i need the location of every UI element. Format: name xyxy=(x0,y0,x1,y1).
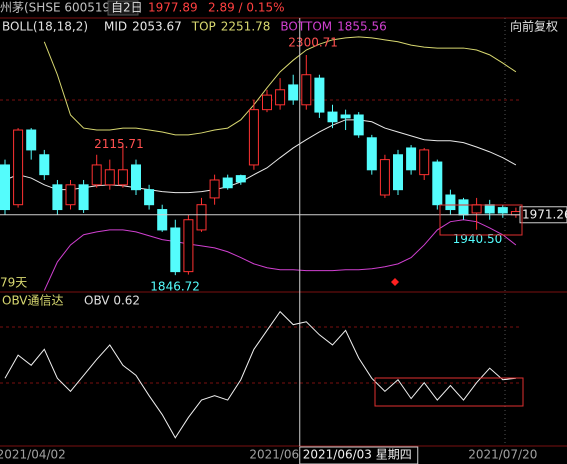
candle-body xyxy=(78,184,89,211)
price: 1977.89 xyxy=(148,1,198,15)
x-tick-label: 2021/04/02 xyxy=(0,448,66,462)
period[interactable]: 自2日 xyxy=(111,1,143,15)
candle-body xyxy=(393,154,403,191)
candle-body xyxy=(484,204,495,214)
candle-body xyxy=(288,84,299,101)
series-line xyxy=(43,36,517,136)
obv-legend: OBV 0.62 xyxy=(84,294,140,308)
candle-body xyxy=(104,169,115,186)
x-tick-label: 2021/07/20 xyxy=(468,448,537,462)
stock-name: 州茅(SHSE 600519) xyxy=(0,1,115,15)
candle-body xyxy=(144,189,155,206)
x-tick-label: 2021/06/0 xyxy=(249,448,311,462)
candle-body xyxy=(196,204,207,231)
candle-body xyxy=(471,204,482,214)
candle-body xyxy=(91,164,102,186)
candle-body xyxy=(52,184,63,211)
candle-body xyxy=(406,147,417,171)
period-box[interactable] xyxy=(107,0,139,16)
candle-body xyxy=(301,74,312,106)
legend-name: MID xyxy=(104,20,127,34)
price-annotation: 1846.72 xyxy=(150,280,200,294)
candle-body xyxy=(379,159,390,196)
crosshair-x-label: 2021/06/03 星期四 xyxy=(303,448,412,462)
legend-value: 2053.67 xyxy=(132,20,182,34)
candle-body xyxy=(26,129,37,151)
indicator-name[interactable]: BOLL(18,18,2) xyxy=(2,20,88,34)
candle-body xyxy=(432,161,443,206)
candle-body xyxy=(314,77,325,113)
candle-body xyxy=(275,89,286,106)
candle-body xyxy=(209,179,220,199)
highlight-box xyxy=(439,204,523,236)
price-annotation: 1940.50 xyxy=(453,232,503,246)
signal-marker xyxy=(391,278,399,286)
candle-body xyxy=(340,114,351,119)
price-annotation: 2300.71 xyxy=(288,35,338,49)
crosshair-y-label: 1971.26 xyxy=(522,207,567,221)
candle-body xyxy=(117,169,128,186)
legend-value: 2251.78 xyxy=(221,20,271,34)
candle-body xyxy=(157,209,168,231)
candle-body xyxy=(458,199,469,216)
candle-body xyxy=(419,149,430,176)
candle-body xyxy=(39,154,50,176)
adjust-mode[interactable]: 向前复权 xyxy=(510,19,558,34)
candle-body xyxy=(170,227,181,273)
candle-body xyxy=(497,207,508,214)
legend: MID 2053.67 TOP 2251.78 BOTTOM 1855.56 xyxy=(104,20,387,34)
series-line xyxy=(43,219,517,291)
series-line xyxy=(4,119,517,194)
legend-name: TOP xyxy=(191,20,216,34)
candle-body xyxy=(222,177,233,189)
candle-body xyxy=(248,109,259,166)
crosshair-y-box xyxy=(519,206,567,224)
highlight-box xyxy=(374,377,524,407)
crosshair-x-box xyxy=(299,446,419,464)
note: 79天 xyxy=(0,276,27,290)
candle-body xyxy=(262,94,272,111)
candle-body xyxy=(235,175,246,183)
plot-area: 2300.71 2115.71 1846.72 1940.50 1971.26 2021/… xyxy=(0,18,567,464)
candle-body xyxy=(353,114,364,136)
candle-body xyxy=(13,129,24,206)
candle-body xyxy=(0,164,10,211)
change: 2.89 / 0.15% xyxy=(208,1,285,15)
candle-body xyxy=(366,137,377,171)
candle-body xyxy=(327,111,338,123)
series-line xyxy=(4,310,516,439)
price-annotation: 2115.71 xyxy=(94,137,144,151)
candle-body xyxy=(183,219,194,273)
legend-value: 1855.56 xyxy=(337,20,387,34)
legend-name: BOTTOM xyxy=(280,20,332,34)
candle-body xyxy=(445,194,456,211)
candle-body xyxy=(131,164,141,191)
obv-title[interactable]: OBV通信达 xyxy=(2,294,64,308)
candle-body xyxy=(65,184,76,206)
